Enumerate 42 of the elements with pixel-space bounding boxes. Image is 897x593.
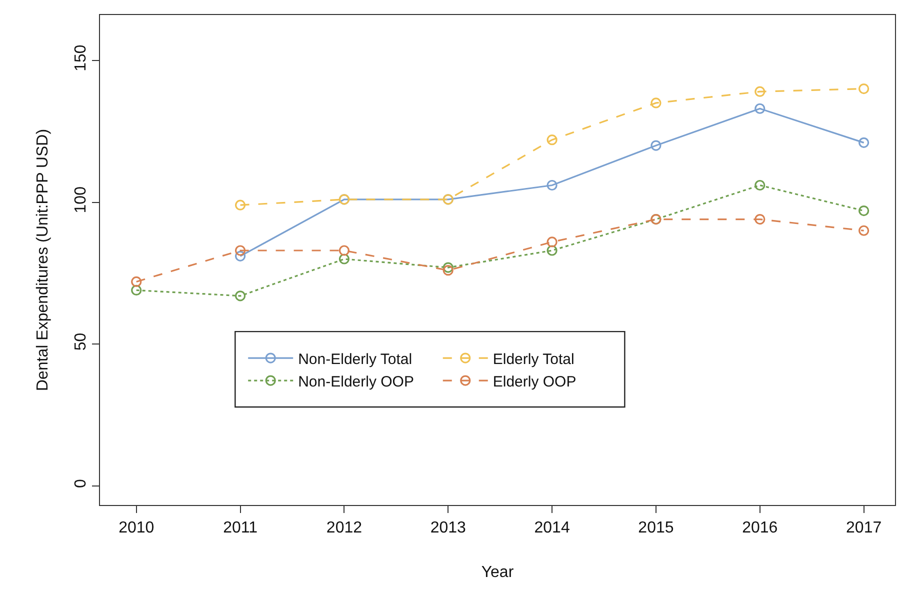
point <box>858 137 870 148</box>
point <box>131 276 142 288</box>
point <box>546 180 558 191</box>
x-tick-label: 2013 <box>430 519 466 536</box>
point <box>858 83 870 94</box>
point <box>234 290 246 302</box>
legend-label: Non-Elderly Total <box>298 350 412 368</box>
legend-label: Non-Elderly OOP <box>298 373 414 390</box>
point <box>546 236 558 248</box>
legend-label: Elderly Total <box>492 350 574 368</box>
x-axis-title: Year <box>481 564 514 581</box>
x-tick-label: 2015 <box>638 519 674 536</box>
y-tick-label: 150 <box>72 44 90 72</box>
point <box>754 86 766 97</box>
point <box>234 245 246 256</box>
y-tick-label: 50 <box>72 332 90 351</box>
point <box>234 200 246 210</box>
point <box>754 214 766 225</box>
point <box>546 245 558 256</box>
point <box>546 134 558 146</box>
x-tick-label: 2011 <box>223 519 258 536</box>
point <box>234 250 246 262</box>
x-tick-label: 2016 <box>742 519 778 536</box>
point <box>754 180 766 191</box>
point <box>858 225 870 236</box>
x-tick-label: 2017 <box>846 519 882 536</box>
point <box>442 262 454 273</box>
point <box>650 140 662 151</box>
legend-label: Elderly OOP <box>492 373 576 390</box>
y-tick-label: 100 <box>72 186 90 214</box>
point <box>858 205 870 216</box>
y-tick-label: 0 <box>72 479 90 488</box>
point <box>338 254 350 264</box>
point <box>650 98 662 108</box>
y-axis-title: Dental Expenditures (Unit:PPP USD) <box>34 128 52 392</box>
x-tick-label: 2010 <box>118 519 154 536</box>
point <box>338 245 350 256</box>
point <box>442 265 454 276</box>
point <box>131 284 142 296</box>
x-tick-label: 2014 <box>534 519 570 536</box>
x-tick-label: 2012 <box>326 519 362 536</box>
point <box>754 103 766 114</box>
